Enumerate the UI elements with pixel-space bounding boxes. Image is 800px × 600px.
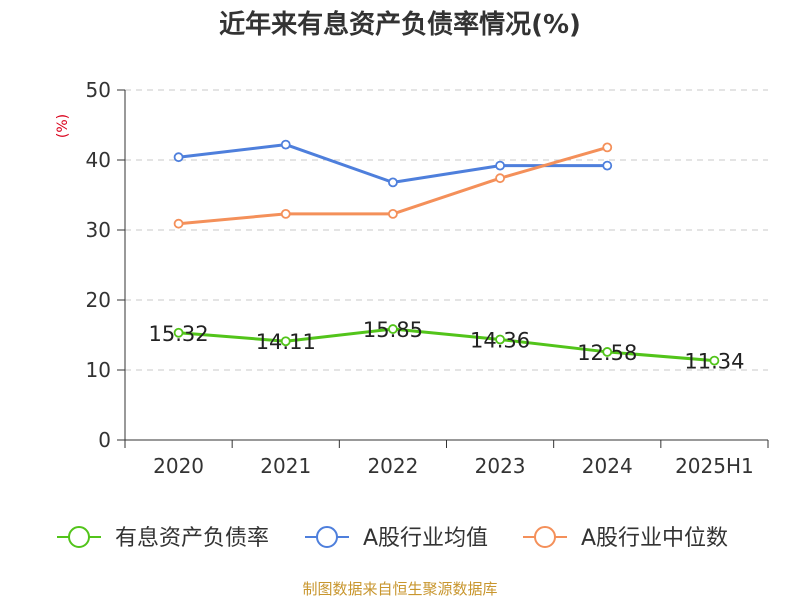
data-point[interactable]: [280, 336, 291, 347]
legend-label[interactable]: A股行业均值: [363, 526, 488, 551]
data-label: 14.36: [470, 328, 530, 352]
legend-marker[interactable]: [68, 526, 90, 548]
legend-label[interactable]: A股行业中位数: [581, 526, 728, 551]
data-point[interactable]: [173, 152, 184, 163]
x-tick-label: 2021: [260, 454, 311, 478]
y-tick-label: 20: [86, 288, 111, 312]
y-tick-label: 30: [86, 218, 111, 242]
legend-label[interactable]: 有息资产负债率: [115, 526, 269, 551]
data-point[interactable]: [388, 208, 398, 219]
data-point[interactable]: [388, 177, 398, 188]
x-tick-label: 2022: [367, 454, 418, 478]
y-axis-label: (%): [55, 114, 71, 138]
data-label: 14.11: [256, 330, 316, 354]
y-tick-label: 10: [86, 358, 111, 382]
x-tick-label: 2024: [582, 454, 633, 478]
data-point[interactable]: [602, 347, 613, 357]
data-point[interactable]: [173, 218, 184, 229]
legend-marker[interactable]: [316, 526, 338, 548]
x-tick-label: 2020: [153, 454, 204, 478]
data-point[interactable]: [709, 355, 720, 366]
data-point[interactable]: [388, 324, 398, 334]
data-point[interactable]: [280, 139, 291, 150]
data-label: 15.32: [149, 322, 209, 346]
data-label: 15.85: [363, 318, 423, 342]
data-point[interactable]: [173, 327, 184, 338]
data-point[interactable]: [602, 160, 613, 171]
y-tick-label: 40: [86, 148, 111, 172]
series-line: [178, 327, 715, 363]
y-tick-label: 50: [86, 78, 111, 102]
x-tick-label: 2023: [475, 454, 526, 478]
data-label: 12.58: [577, 341, 637, 365]
data-point[interactable]: [495, 160, 505, 171]
data-label: 11.34: [684, 350, 744, 374]
data-point[interactable]: [495, 334, 505, 345]
legend-marker[interactable]: [534, 526, 556, 548]
chart-title: 近年来有息资产负债率情况(%): [219, 10, 581, 40]
data-point[interactable]: [495, 173, 505, 184]
series-line: [178, 143, 608, 184]
data-point[interactable]: [602, 142, 613, 153]
source-note: 制图数据来自恒生聚源数据库: [302, 580, 498, 598]
x-tick-label: 2025H1: [675, 454, 754, 478]
data-point[interactable]: [280, 208, 291, 219]
y-tick-label: 0: [98, 428, 111, 452]
